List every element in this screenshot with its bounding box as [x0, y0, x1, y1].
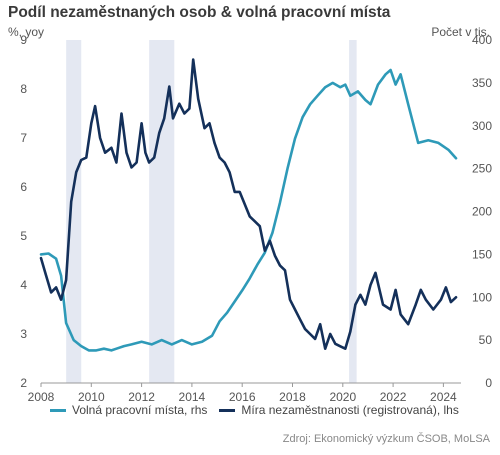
y-right-tick-label-350: 350 — [472, 76, 492, 90]
x-tick-label-2018: 2018 — [279, 390, 306, 404]
x-tick-label-2014: 2014 — [179, 390, 206, 404]
y-right-tick-label-100: 100 — [472, 290, 492, 304]
legend-swatch-vacancies — [50, 408, 66, 412]
legend-swatch-unemployment — [219, 408, 236, 412]
left-axis-unit: %, yoy — [8, 25, 45, 39]
x-tick-label-2022: 2022 — [380, 390, 407, 404]
legend-item-vacancies: Volná pracovní místa, rhs — [50, 403, 207, 417]
y-right-tick-label-400: 400 — [472, 33, 492, 47]
legend: Volná pracovní místa, rhs Míra nezaměstn… — [50, 403, 459, 417]
legend-label-vacancies: Volná pracovní místa, rhs — [72, 403, 208, 417]
legend-item-unemployment: Míra nezaměstnanosti (registrovaná), lhs — [219, 403, 459, 417]
recession-bands — [66, 40, 357, 383]
y-right-tick-label-200: 200 — [472, 205, 492, 219]
y-left-tick-label-7: 7 — [20, 131, 27, 145]
x-tick-label-2008: 2008 — [28, 390, 55, 404]
series-line-vacancies — [39, 68, 458, 352]
series-line-unemployment — [39, 58, 458, 350]
y-left-tick-label-2: 2 — [20, 376, 27, 390]
source-note: Zdroj: Ekonomický výzkum ČSOB, MoLSA — [282, 433, 490, 445]
x-tick-label-2016: 2016 — [229, 390, 256, 404]
x-tick-label-2020: 2020 — [329, 390, 356, 404]
y-left-tick-label-3: 3 — [20, 327, 27, 341]
y-right-tick-label-300: 300 — [472, 119, 492, 133]
y-left-tick-label-8: 8 — [20, 82, 27, 96]
y-right-tick-label-250: 250 — [472, 162, 492, 176]
series-lines — [39, 58, 458, 352]
y-right-tick-label-0: 0 — [485, 376, 492, 390]
legend-label-unemployment: Míra nezaměstnanosti (registrovaná), lhs — [241, 403, 459, 417]
y-left-tick-label-5: 5 — [20, 229, 27, 243]
chart-title: Podíl nezaměstnaných osob & volná pracov… — [8, 4, 391, 21]
y-right-tick-label-50: 50 — [479, 333, 493, 347]
recession-band-2 — [349, 40, 357, 383]
x-tick-label-2024: 2024 — [430, 390, 457, 404]
axes: 2008 2010 2012 2014 2016 2018 2020 2022 20242345… — [20, 33, 492, 404]
y-left-tick-label-9: 9 — [20, 33, 27, 47]
y-right-tick-label-150: 150 — [472, 247, 492, 261]
x-tick-label-2010: 2010 — [78, 390, 105, 404]
right-axis-unit: Počet v tis. — [431, 25, 490, 39]
recession-band-0 — [66, 40, 82, 383]
x-tick-label-2012: 2012 — [128, 390, 155, 404]
y-left-tick-label-4: 4 — [20, 278, 27, 292]
y-left-tick-label-6: 6 — [20, 180, 27, 194]
